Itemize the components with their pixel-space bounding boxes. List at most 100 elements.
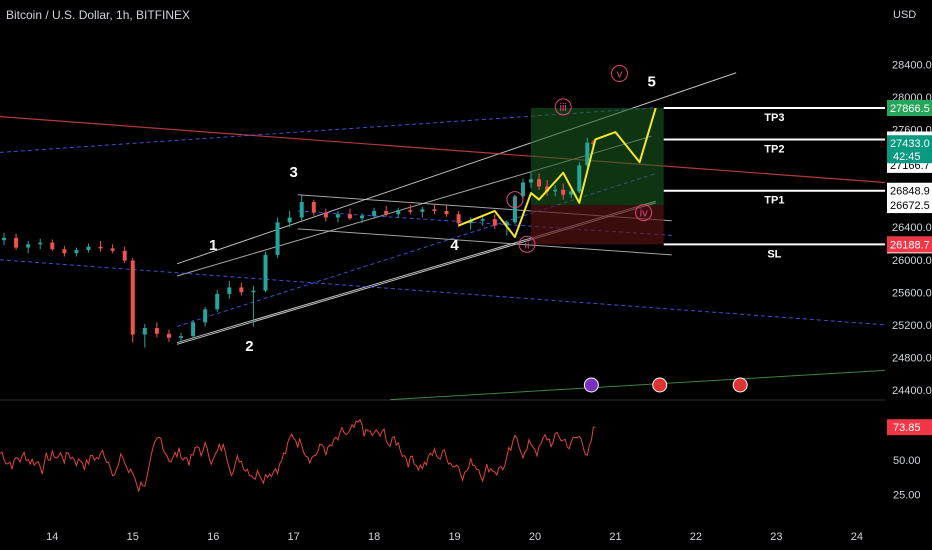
candle-body-31 — [372, 210, 377, 216]
candle-body-33 — [396, 210, 401, 215]
levels-layer: TP3 TP2 TP1 SL — [663, 106, 885, 260]
candle-body-13 — [154, 328, 159, 334]
wave-circle-v — [611, 65, 628, 83]
candle-body-52 — [585, 142, 590, 166]
candle-body-28 — [335, 214, 340, 218]
candle-body-7 — [86, 246, 91, 250]
currency-label: USD — [893, 9, 917, 21]
candle-body-41 — [492, 219, 497, 226]
y-tick-28400: 28400.0 — [892, 60, 932, 72]
candle-body-20 — [239, 287, 244, 293]
y-tick-24800: 24800.0 — [892, 352, 932, 364]
x-tick-22: 22 — [690, 531, 702, 543]
candle-body-10 — [122, 250, 127, 261]
level-label-TP3: TP3 — [764, 112, 784, 124]
channel-upper-line — [176, 72, 737, 265]
x-tick-20: 20 — [529, 531, 541, 543]
candle-body-37 — [444, 210, 449, 215]
candle-body-25 — [299, 202, 304, 218]
wave-label-iv: iv — [640, 208, 648, 220]
candle-body-38 — [456, 214, 461, 224]
candle-body-43 — [512, 196, 517, 223]
candle-body-49 — [561, 189, 566, 195]
candle-body-11 — [130, 260, 135, 335]
candle-body-5 — [62, 249, 67, 254]
candles-layer — [2, 137, 595, 348]
candle-body-22 — [263, 254, 268, 291]
candle-body-15 — [179, 336, 184, 338]
candle-body-23 — [275, 222, 280, 255]
green-support-line — [390, 369, 886, 401]
x-tick-17: 17 — [288, 531, 300, 543]
level-badge-bg-26672.5 — [887, 197, 932, 214]
candle-body-53 — [590, 142, 595, 144]
rsi-badge: 73.85 — [893, 422, 921, 434]
stop-zone-box — [531, 205, 664, 245]
level-badge-26672.5: 26672.5 — [890, 200, 930, 212]
candle-body-0 — [2, 237, 7, 241]
x-tick-23: 23 — [770, 531, 782, 543]
rsi-tick-25: 25.00 — [893, 489, 921, 501]
x-tick-21: 21 — [609, 531, 621, 543]
candle-body-2 — [26, 244, 31, 248]
price-axis-layer: 24400.0 24800.0 25200.0 25600.0 26000.0 26400… — [887, 60, 932, 397]
candle-body-42 — [504, 222, 509, 226]
candle-body-26 — [311, 202, 316, 213]
rsi-badge-bg — [887, 419, 932, 436]
symbol-title: Bitcoin / U.S. Dollar, 1h, BITFINEX — [6, 8, 191, 22]
candle-body-45 — [529, 179, 533, 183]
flag-lower-line — [297, 228, 672, 256]
wave-circle-iii — [554, 98, 572, 116]
level-label-TP2: TP2 — [764, 143, 784, 155]
wave-label-1: 1 — [209, 237, 217, 254]
x-tick-24: 24 — [851, 531, 863, 543]
candle-body-46 — [537, 179, 542, 187]
candle-body-14 — [166, 333, 171, 338]
candle-body-29 — [347, 214, 352, 219]
x-tick-15: 15 — [127, 531, 139, 543]
candle-body-24 — [287, 217, 292, 223]
y-tick-25600: 25600.0 — [892, 287, 932, 299]
x-tick-16: 16 — [207, 531, 219, 543]
candle-body-50 — [569, 191, 574, 195]
wave-circle-ii — [518, 235, 536, 253]
lightning-icon — [583, 377, 599, 393]
us-flag-icon-1 — [652, 377, 668, 393]
wave-label-5: 5 — [648, 74, 656, 91]
wave-label-ii: ii — [525, 239, 530, 251]
level-badge-bg-26848.9 — [887, 182, 932, 199]
y-tick-26400: 26400.0 — [892, 222, 932, 234]
price-badge-red: 26188.7 — [890, 239, 930, 251]
wave-label-2: 2 — [245, 338, 253, 355]
rsi-line — [0, 418, 596, 492]
price-badge-teal: 27433.0 — [890, 138, 930, 150]
wave-projection-path — [458, 107, 657, 238]
candle-body-18 — [215, 293, 220, 310]
x-tick-18: 18 — [368, 531, 380, 543]
rsi-pane: 25.00 50.00 73.85 — [0, 418, 932, 501]
y-tick-25200: 25200.0 — [892, 320, 932, 332]
candle-body-30 — [360, 215, 365, 219]
blue-dashed-lower — [0, 259, 886, 326]
us-flag-icon-2 — [732, 377, 748, 393]
level-label-TP1: TP1 — [764, 195, 784, 207]
wave-circle-iv — [635, 204, 653, 222]
projection-layer — [458, 107, 657, 238]
price-badge-bg-red — [887, 236, 932, 253]
candle-body-9 — [110, 248, 115, 251]
price-badge-green: 27866.5 — [890, 103, 930, 115]
x-tick-14: 14 — [46, 531, 58, 543]
countdown-label: 42:45 — [893, 151, 921, 163]
x-tick-19: 19 — [448, 531, 460, 543]
level-label-SL: SL — [767, 248, 781, 260]
rsi-tick-50: 50.00 — [893, 455, 921, 467]
position-boxes-layer — [531, 107, 664, 245]
candle-body-17 — [203, 309, 208, 323]
level-badge-26848.9: 26848.9 — [890, 186, 930, 198]
candle-body-4 — [50, 242, 55, 250]
candle-body-40 — [480, 219, 485, 221]
